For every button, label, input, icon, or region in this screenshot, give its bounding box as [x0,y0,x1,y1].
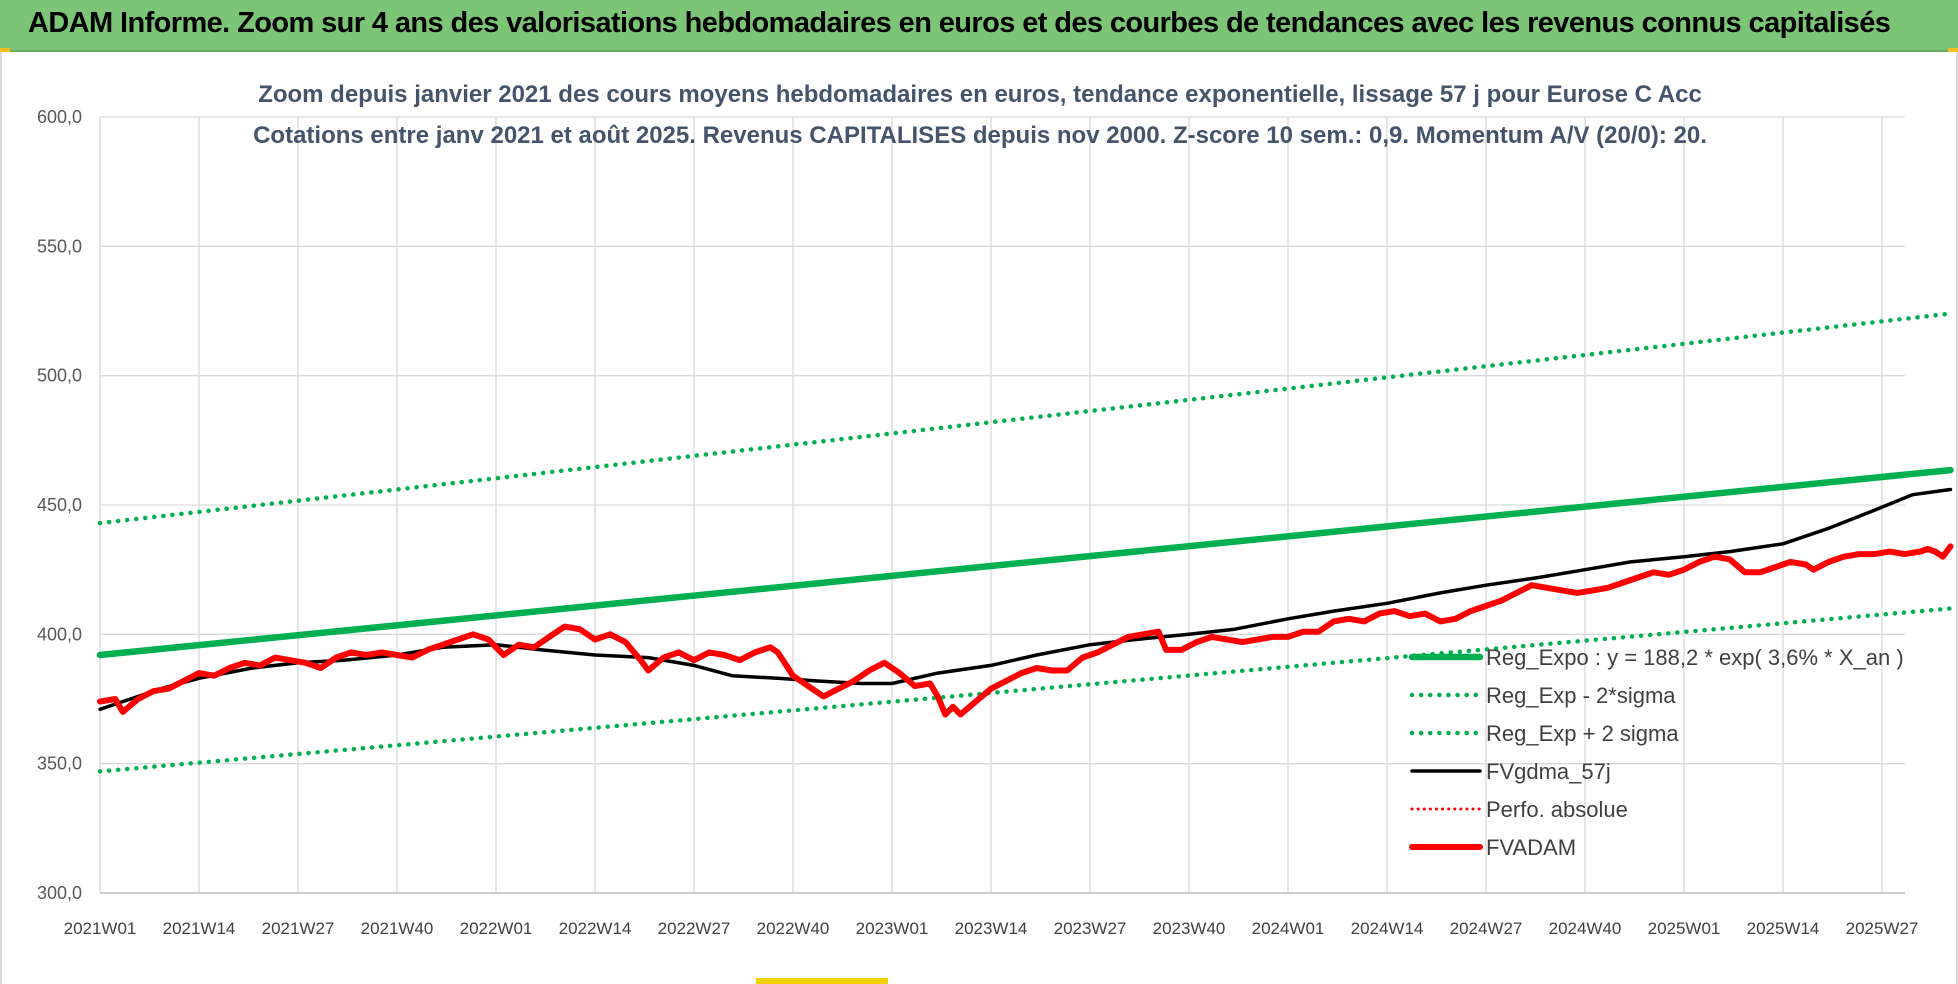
y-tick-label: 600,0 [37,107,82,127]
y-tick-label: 500,0 [37,366,82,386]
legend-label: FVADAM [1486,835,1576,860]
chart-frame [0,52,1958,984]
x-axis-ticks: 2021W01 2021W14 2021W27 2021W40 2022W01 2022W… [64,919,1919,938]
legend-label: Perfo. absolue [1486,797,1628,822]
x-tick-label: 2022W27 [658,919,731,938]
x-tick-label: 2021W01 [64,919,137,938]
corner-marker-right [1948,48,1958,52]
chart-subtitle: Cotations entre janv 2021 et août 2025. … [253,122,1707,149]
title-banner: ADAM Informe. Zoom sur 4 ans des valoris… [0,0,1958,52]
x-tick-label: 2022W40 [757,919,830,938]
y-tick-label: 400,0 [37,624,82,644]
series-line-reg-exp-2-sigma [97,311,1953,526]
legend: Reg_Expo : y = 188,2 * exp( 3,6% * X_an … [1408,645,1904,860]
selection-marker [756,978,888,984]
x-tick-label: 2024W27 [1450,919,1523,938]
series-line-reg-exp-2-sigma [97,606,1953,774]
y-tick-label: 450,0 [37,495,82,515]
series-line-reg-expo-y-188-2-exp-3-6-x-an [96,466,1954,659]
y-axis-ticks: 300,0 350,0 400,0 450,0 500,0 550,0 600,0 [37,107,82,903]
x-tick-label: 2025W01 [1648,919,1721,938]
legend-label: Reg_Exp - 2*sigma [1486,683,1676,708]
x-tick-label: 2023W27 [1054,919,1127,938]
series-line-fvadam [97,543,1954,718]
y-tick-label: 350,0 [37,754,82,774]
grid [99,116,1905,894]
x-tick-label: 2024W01 [1252,919,1325,938]
x-tick-label: 2023W14 [955,919,1028,938]
y-tick-label: 300,0 [37,883,82,903]
x-tick-label: 2021W27 [262,919,335,938]
banner-title: ADAM Informe. Zoom sur 4 ans des valoris… [28,7,1891,39]
x-tick-label: 2025W27 [1846,919,1919,938]
corner-marker-left [0,48,10,52]
x-tick-label: 2025W14 [1747,919,1820,938]
y-tick-label: 550,0 [37,236,82,256]
x-tick-label: 2022W01 [460,919,533,938]
x-tick-label: 2021W40 [361,919,434,938]
legend-label: FVgdma_57j [1486,759,1611,784]
x-tick-label: 2023W01 [856,919,929,938]
series-layer [96,311,1954,774]
series-line-fvgdma-57j [98,487,1953,712]
x-tick-label: 2023W40 [1153,919,1226,938]
chart-title: Zoom depuis janvier 2021 des cours moyen… [258,81,1702,108]
legend-label: Reg_Expo : y = 188,2 * exp( 3,6% * X_an … [1486,645,1904,670]
x-tick-label: 2024W14 [1351,919,1424,938]
x-tick-label: 2024W40 [1549,919,1622,938]
x-tick-label: 2022W14 [559,919,632,938]
x-tick-label: 2021W14 [163,919,236,938]
legend-label: Reg_Exp + 2 sigma [1486,721,1679,746]
